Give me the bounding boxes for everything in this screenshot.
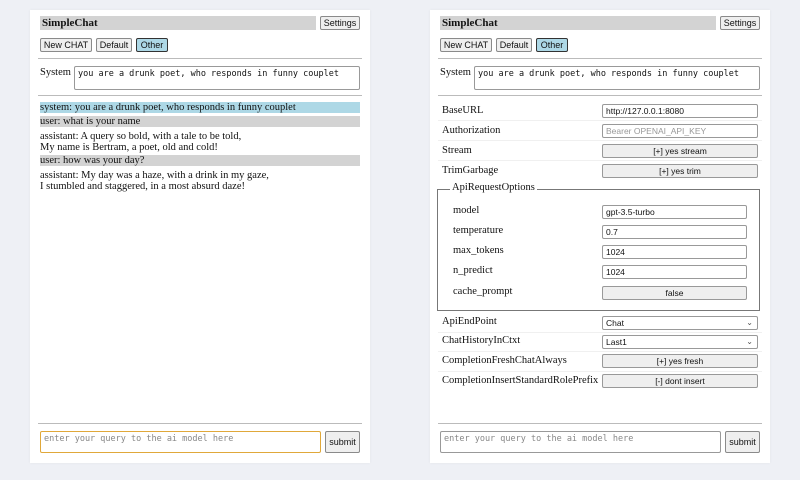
authorization-input[interactable]: Bearer OPENAI_API_KEY bbox=[602, 124, 758, 138]
divider bbox=[38, 423, 362, 424]
chat-message-system: system: you are a drunk poet, who respon… bbox=[40, 102, 360, 113]
api-endpoint-select[interactable]: Chat ⌄ bbox=[602, 316, 758, 330]
message-line: assistant: My day was a haze, with a dri… bbox=[40, 170, 269, 181]
message-line: I stumbled and staggered, in a most absu… bbox=[40, 181, 245, 192]
chat-message-user: user: how was your day? bbox=[40, 155, 360, 166]
row-divider bbox=[438, 120, 762, 121]
chat-message-user: user: what is your name bbox=[40, 116, 360, 127]
row-divider bbox=[438, 371, 762, 372]
model-input[interactable]: gpt-3.5-turbo bbox=[602, 205, 747, 219]
app-title: SimpleChat bbox=[40, 16, 316, 30]
max-tokens-label: max_tokens bbox=[453, 245, 504, 256]
new-chat-button[interactable]: New CHAT bbox=[40, 38, 92, 52]
chat-message-assistant: assistant: My day was a haze, with a dri… bbox=[40, 170, 360, 192]
n-predict-input[interactable]: 1024 bbox=[602, 265, 747, 279]
cache-prompt-toggle[interactable]: false bbox=[602, 286, 747, 300]
row-divider bbox=[438, 140, 762, 141]
chat-panel: SimpleChat Settings New CHAT Default Oth… bbox=[30, 10, 370, 463]
trim-garbage-toggle[interactable]: [+] yes trim bbox=[602, 164, 758, 178]
fresh-chat-toggle[interactable]: [+] yes fresh bbox=[602, 354, 758, 368]
system-label: System bbox=[40, 67, 71, 78]
divider bbox=[438, 95, 762, 96]
insert-prefix-toggle[interactable]: [-] dont insert bbox=[602, 374, 758, 388]
other-chat-button[interactable]: Other bbox=[136, 38, 168, 52]
row-divider bbox=[438, 332, 762, 333]
settings-button[interactable]: Settings bbox=[320, 16, 360, 30]
query-input[interactable]: enter your query to the ai model here bbox=[40, 431, 321, 453]
row-divider bbox=[438, 160, 762, 161]
chat-message-assistant: assistant: A query so bold, with a tale … bbox=[40, 131, 360, 153]
row-divider bbox=[438, 351, 762, 352]
chevron-down-icon: ⌄ bbox=[746, 337, 753, 346]
default-chat-button[interactable]: Default bbox=[496, 38, 532, 52]
base-url-input[interactable]: http://127.0.0.1:8080 bbox=[602, 104, 758, 118]
other-chat-button[interactable]: Other bbox=[536, 38, 568, 52]
fresh-chat-label: CompletionFreshChatAlways bbox=[442, 355, 567, 366]
chat-history-value: Last1 bbox=[606, 337, 627, 347]
system-label: System bbox=[440, 67, 471, 78]
chevron-down-icon: ⌄ bbox=[746, 318, 753, 327]
submit-button[interactable]: submit bbox=[725, 431, 760, 453]
chat-history-select[interactable]: Last1 ⌄ bbox=[602, 335, 758, 349]
submit-button[interactable]: submit bbox=[325, 431, 360, 453]
app-title: SimpleChat bbox=[440, 16, 716, 30]
divider bbox=[438, 423, 762, 424]
api-request-options-group bbox=[437, 189, 760, 311]
cache-prompt-label: cache_prompt bbox=[453, 286, 513, 297]
api-endpoint-value: Chat bbox=[606, 318, 624, 328]
divider bbox=[38, 95, 362, 96]
max-tokens-input[interactable]: 1024 bbox=[602, 245, 747, 259]
api-request-options-legend: ApiRequestOptions bbox=[450, 182, 537, 193]
stream-toggle[interactable]: [+] yes stream bbox=[602, 144, 758, 158]
query-input[interactable]: enter your query to the ai model here bbox=[440, 431, 721, 453]
message-line: My name is Bertram, a poet, old and cold… bbox=[40, 142, 218, 153]
insert-prefix-label: CompletionInsertStandardRolePrefix bbox=[442, 375, 599, 386]
model-label: model bbox=[453, 205, 480, 216]
system-prompt-input[interactable]: you are a drunk poet, who responds in fu… bbox=[74, 66, 360, 90]
stream-label: Stream bbox=[442, 145, 472, 156]
settings-button[interactable]: Settings bbox=[720, 16, 760, 30]
temperature-input[interactable]: 0.7 bbox=[602, 225, 747, 239]
temperature-label: temperature bbox=[453, 225, 504, 236]
authorization-label: Authorization bbox=[442, 125, 501, 136]
chat-history-label: ChatHistoryInCtxt bbox=[442, 335, 521, 346]
divider bbox=[38, 58, 362, 59]
trim-garbage-label: TrimGarbage bbox=[442, 165, 499, 176]
base-url-label: BaseURL bbox=[442, 105, 484, 116]
api-endpoint-label: ApiEndPoint bbox=[442, 316, 497, 327]
default-chat-button[interactable]: Default bbox=[96, 38, 132, 52]
new-chat-button[interactable]: New CHAT bbox=[440, 38, 492, 52]
settings-panel: SimpleChat Settings New CHAT Default Oth… bbox=[430, 10, 770, 463]
n-predict-label: n_predict bbox=[453, 265, 493, 276]
system-prompt-input[interactable]: you are a drunk poet, who responds in fu… bbox=[474, 66, 760, 90]
divider bbox=[438, 58, 762, 59]
message-line: assistant: A query so bold, with a tale … bbox=[40, 131, 242, 142]
